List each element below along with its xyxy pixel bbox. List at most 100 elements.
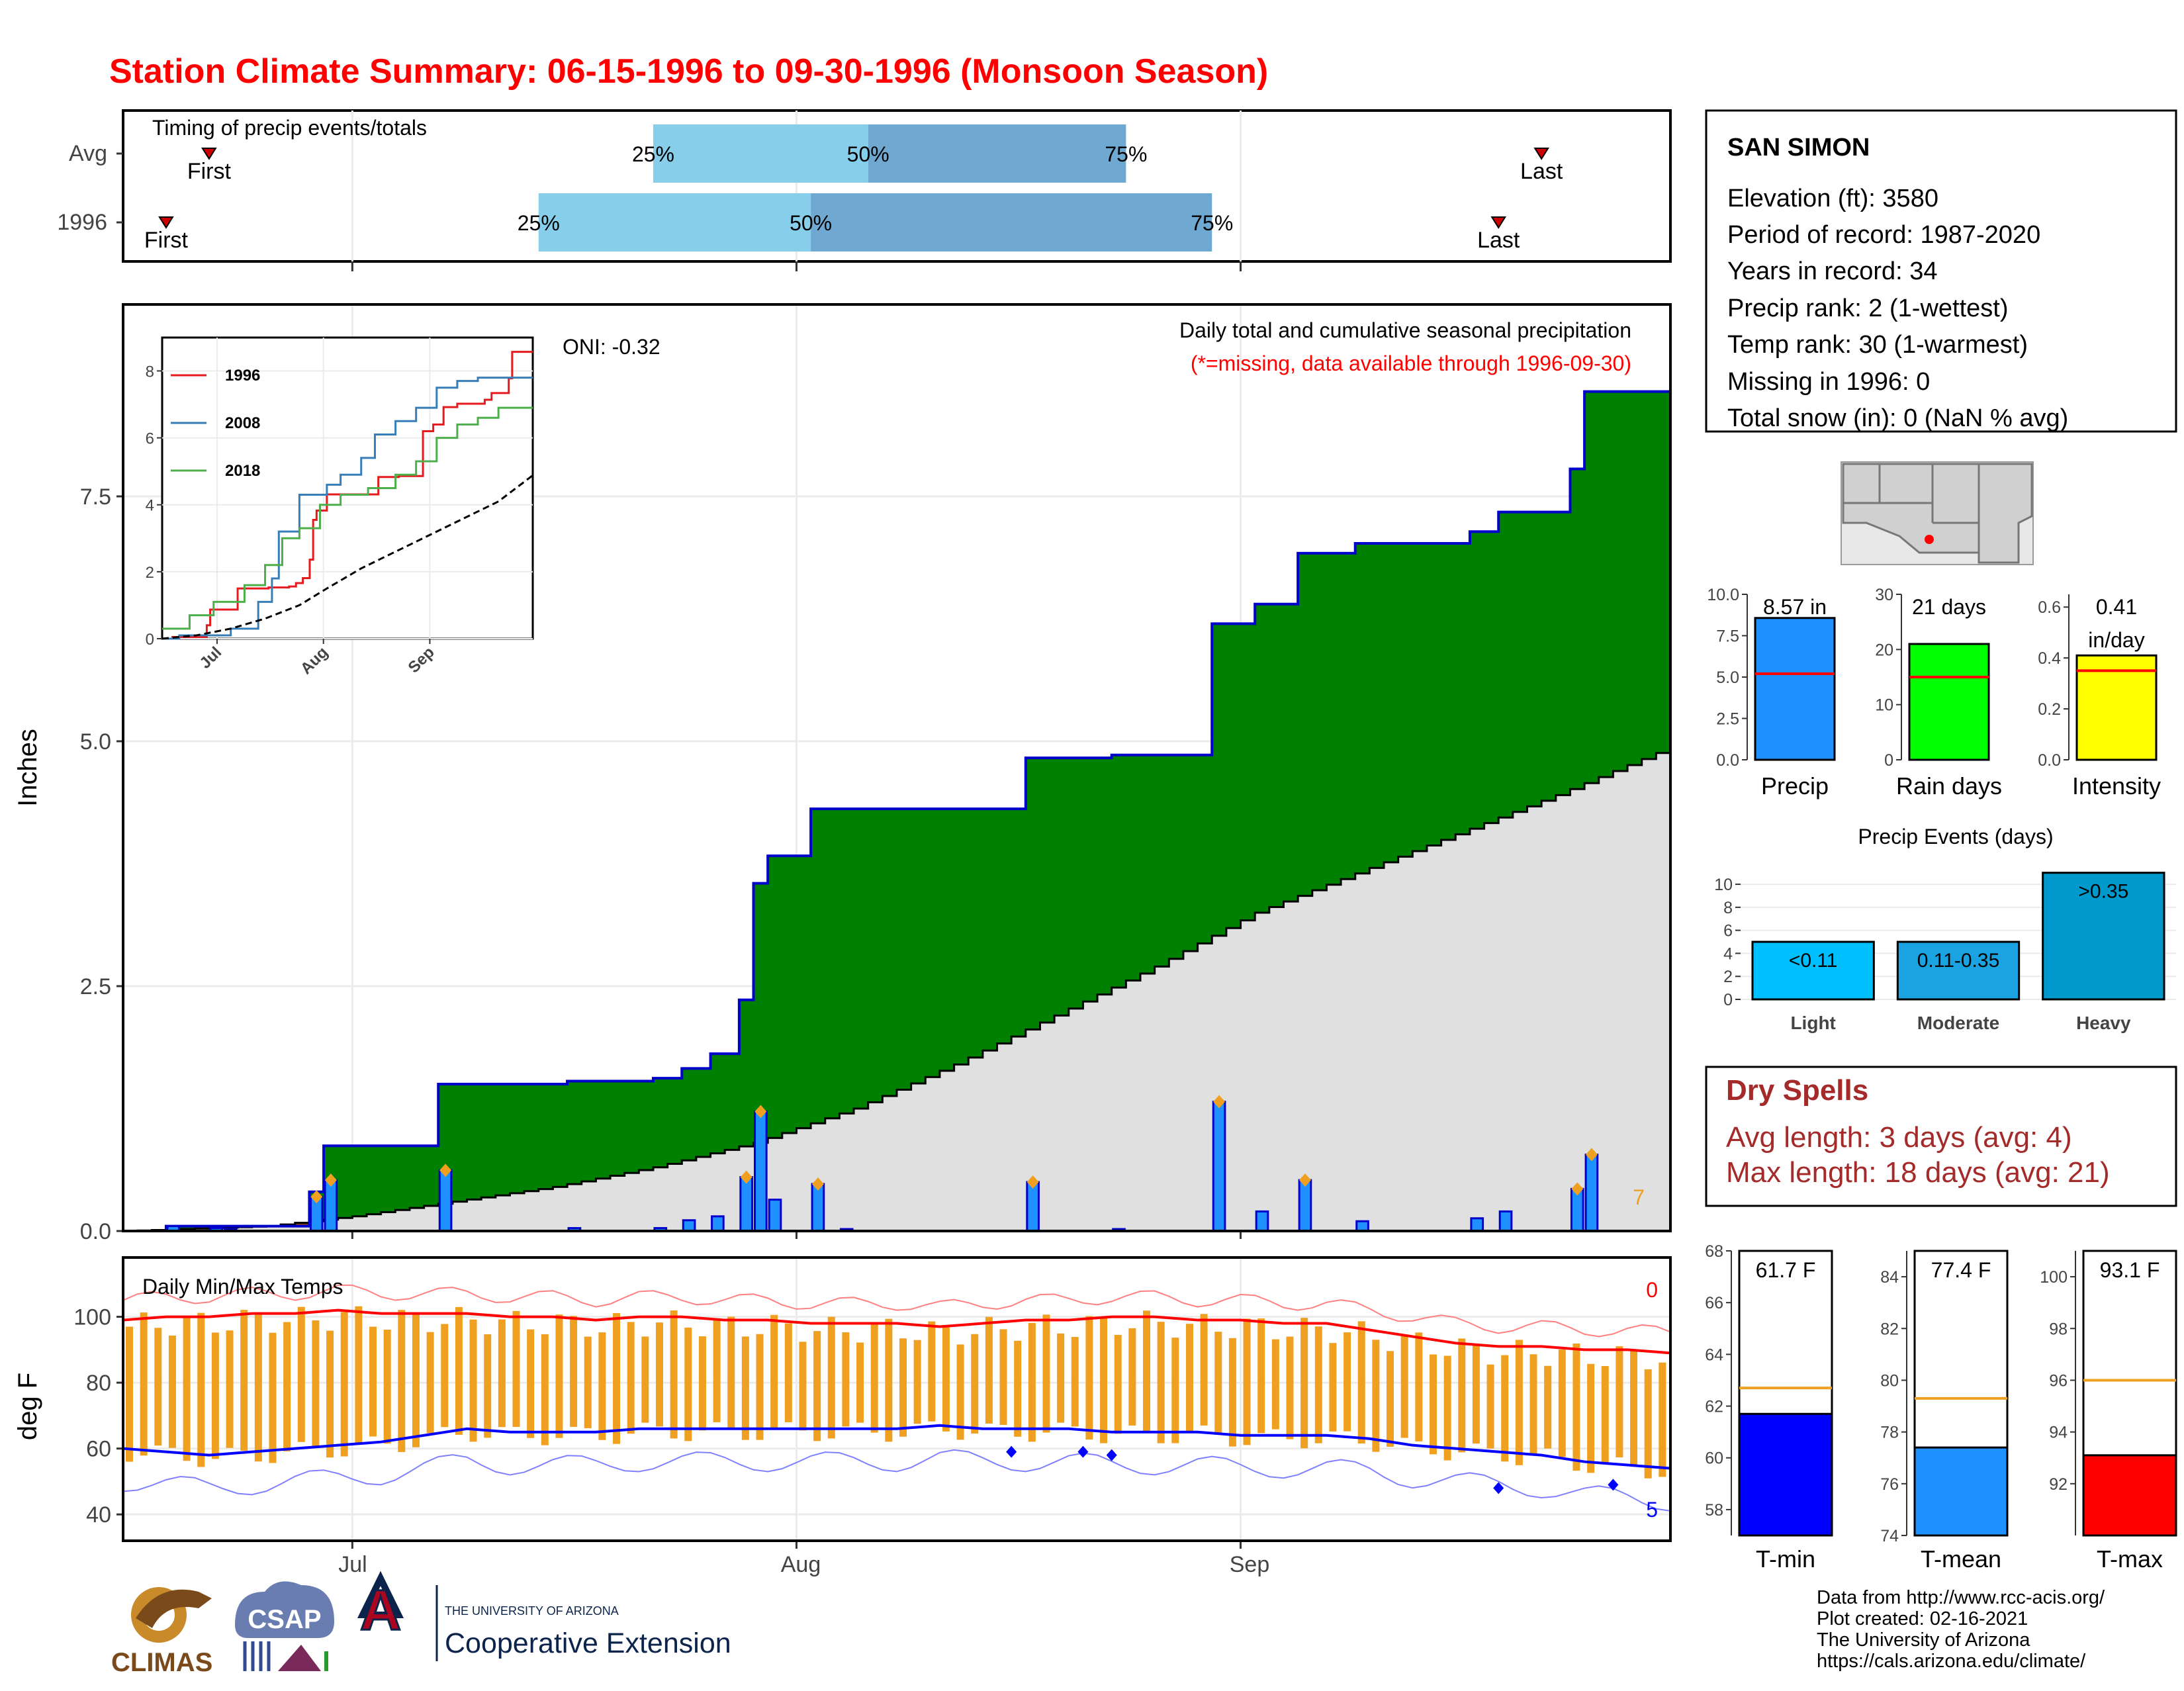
cumulative-surplus-area — [739, 999, 754, 1147]
station-name: SAN SIMON — [1727, 134, 1870, 161]
temp-y-tick-label: 40 — [86, 1502, 111, 1528]
daily-precip-bar — [1470, 1217, 1484, 1232]
daily-temp-range-bar — [383, 1330, 391, 1444]
daily-precip-bar — [711, 1215, 725, 1232]
cumulative-average-area — [1555, 795, 1570, 1231]
events-category-label: Heavy — [2076, 1013, 2131, 1033]
daily-temp-range-bar — [641, 1336, 649, 1423]
heavy-event-marker — [740, 1170, 752, 1184]
daily-temp-range-bar — [1286, 1336, 1294, 1440]
inset-y-tick-label: 2 — [146, 564, 154, 582]
cumulative-average-area — [1627, 764, 1643, 1231]
page-title: Station Climate Summary: 06-15-1996 to 0… — [109, 52, 1268, 91]
daily-temp-range-bar — [999, 1329, 1007, 1425]
inset-y-tick-label: 4 — [146, 497, 154, 515]
summary-y-tick-label: 0.0 — [1716, 751, 1739, 770]
station-period: Period of record: 1987-2020 — [1727, 221, 2040, 249]
cumulative-surplus-area — [452, 1084, 468, 1202]
dry-spells-avg-length: Avg length: 3 days (avg: 4) — [1726, 1121, 2072, 1154]
daily-temp-range-bar — [870, 1324, 878, 1433]
cumulative-surplus-area — [753, 883, 768, 1143]
daily-temp-range-bar — [1544, 1365, 1552, 1449]
events-bar-moderate — [1896, 940, 2021, 1001]
daily-temp-range-bar — [1228, 1338, 1236, 1447]
timing-panel: 25% 50% 75% First Last 25% 50% 75% First Last Tim… — [57, 109, 1672, 271]
cumulative-surplus-area — [839, 809, 854, 1114]
daily-temp-range-bar — [1372, 1340, 1380, 1452]
heavy-event-marker — [324, 1173, 337, 1187]
daily-temp-range-bar — [226, 1330, 234, 1448]
cumulative-surplus-area — [696, 1068, 711, 1157]
temp-summary-y-tick-label: 64 — [1705, 1346, 1723, 1364]
cumulative-surplus-area — [1484, 531, 1499, 823]
daily-temp-range-bar — [254, 1314, 262, 1462]
temp-summary-y-tick-label: 82 — [1880, 1320, 1899, 1338]
daily-temp-range-bar — [627, 1322, 635, 1434]
cumulative-surplus-area — [1412, 543, 1428, 851]
daily-temp-range-bar — [168, 1335, 176, 1448]
summary-y-tick-label: 5.0 — [1716, 668, 1739, 687]
cumulative-surplus-area — [352, 1146, 367, 1216]
temperature-summary-bars: 58 60 62 64 66 68 61.7 F T-min 74 76 78 80 82 84 77.4 … — [1705, 1242, 2177, 1573]
credit-plot-created: Plot created: 02-16-2021 — [1817, 1608, 2028, 1629]
cumulative-average-area — [968, 1057, 983, 1231]
cumulative-average-area — [653, 1167, 668, 1231]
cumulative-surplus-area — [1613, 391, 1628, 772]
temp-summary-value-label: 77.4 F — [1931, 1258, 1991, 1282]
cumulative-surplus-area — [1341, 553, 1356, 880]
cumulative-average-area — [1426, 845, 1442, 1231]
daily-temp-range-bar — [885, 1318, 893, 1442]
cumulative-surplus-area — [1312, 553, 1327, 891]
average-max-temp-line — [122, 1308, 1671, 1355]
summary-bar-label-rain_days: Rain days — [1896, 772, 2002, 800]
daily-temp-range-bar — [928, 1321, 936, 1422]
timing-label-last: Last — [1520, 159, 1563, 184]
cumulative-average-area — [1512, 811, 1528, 1231]
daily-temp-range-bar — [670, 1310, 678, 1439]
cumulative-average-area — [1283, 901, 1298, 1231]
oni-value: ONI: -0.32 — [563, 335, 660, 359]
daily-temp-range-bar — [498, 1319, 506, 1428]
cumulative-surplus-area — [1068, 758, 1083, 1009]
cumulative-average-area — [624, 1173, 639, 1231]
summary-y-tick-label: 30 — [1875, 586, 1893, 604]
cumulative-deficit-area — [295, 1222, 310, 1226]
daily-precip-bar — [1298, 1179, 1312, 1232]
daily-temp-range-bar — [1458, 1338, 1466, 1453]
inset-y-tick-label: 6 — [146, 430, 154, 448]
cumulative-average-area — [1298, 895, 1313, 1231]
daily-temp-range-bar — [297, 1306, 305, 1442]
cumulative-surplus-area — [1326, 553, 1342, 885]
cumulative-1996-line — [123, 390, 1670, 1232]
timing-box-lower-avg — [653, 124, 868, 183]
cumulative-surplus-area — [495, 1084, 510, 1196]
daily-precip-bar — [1255, 1210, 1269, 1232]
daily-temp-range-bar — [1601, 1365, 1609, 1463]
cumulative-surplus-area — [854, 809, 869, 1109]
cumulative-average-area — [1111, 987, 1126, 1231]
heavy-event-marker — [754, 1105, 767, 1119]
cumulative-average-area — [1570, 789, 1585, 1231]
inset-average-line — [161, 475, 533, 640]
dry-spells-max-length: Max length: 18 days (avg: 21) — [1726, 1156, 2110, 1189]
daily-temp-range-bar — [441, 1324, 449, 1428]
cumulative-average-area — [1455, 834, 1471, 1231]
daily-temp-range-bar — [1128, 1328, 1136, 1426]
temp-summary-y-tick-label: 98 — [2049, 1320, 2068, 1338]
cumulative-surplus-area — [1627, 391, 1643, 765]
cumulative-surplus-area — [825, 809, 840, 1119]
cumulative-average-area — [911, 1083, 926, 1231]
summary-value-label: 8.57 in — [1763, 595, 1827, 619]
temp-summary-y-tick-label: 80 — [1880, 1371, 1899, 1390]
daily-temp-range-bar — [1443, 1355, 1451, 1461]
cumulative-surplus-area — [538, 1084, 553, 1189]
cumulative-average-area — [882, 1095, 897, 1231]
summary-y-tick-label: 0.2 — [2038, 700, 2061, 719]
cumulative-average-area — [1527, 806, 1542, 1231]
inset-line-1996 — [162, 351, 533, 640]
temp-y-tick-label: 60 — [86, 1437, 111, 1462]
daily-temp-range-bar — [985, 1316, 993, 1424]
timing-label-first: First — [144, 228, 189, 253]
heavy-event-marker — [1026, 1175, 1039, 1189]
daily-temp-range-bar — [655, 1322, 663, 1427]
